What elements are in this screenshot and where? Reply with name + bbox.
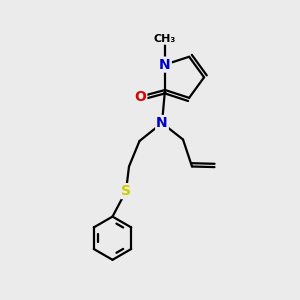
- Text: N: N: [159, 58, 171, 72]
- Text: CH₃: CH₃: [154, 34, 176, 44]
- Text: N: N: [156, 116, 168, 130]
- Text: S: S: [121, 184, 131, 198]
- Text: O: O: [134, 90, 146, 104]
